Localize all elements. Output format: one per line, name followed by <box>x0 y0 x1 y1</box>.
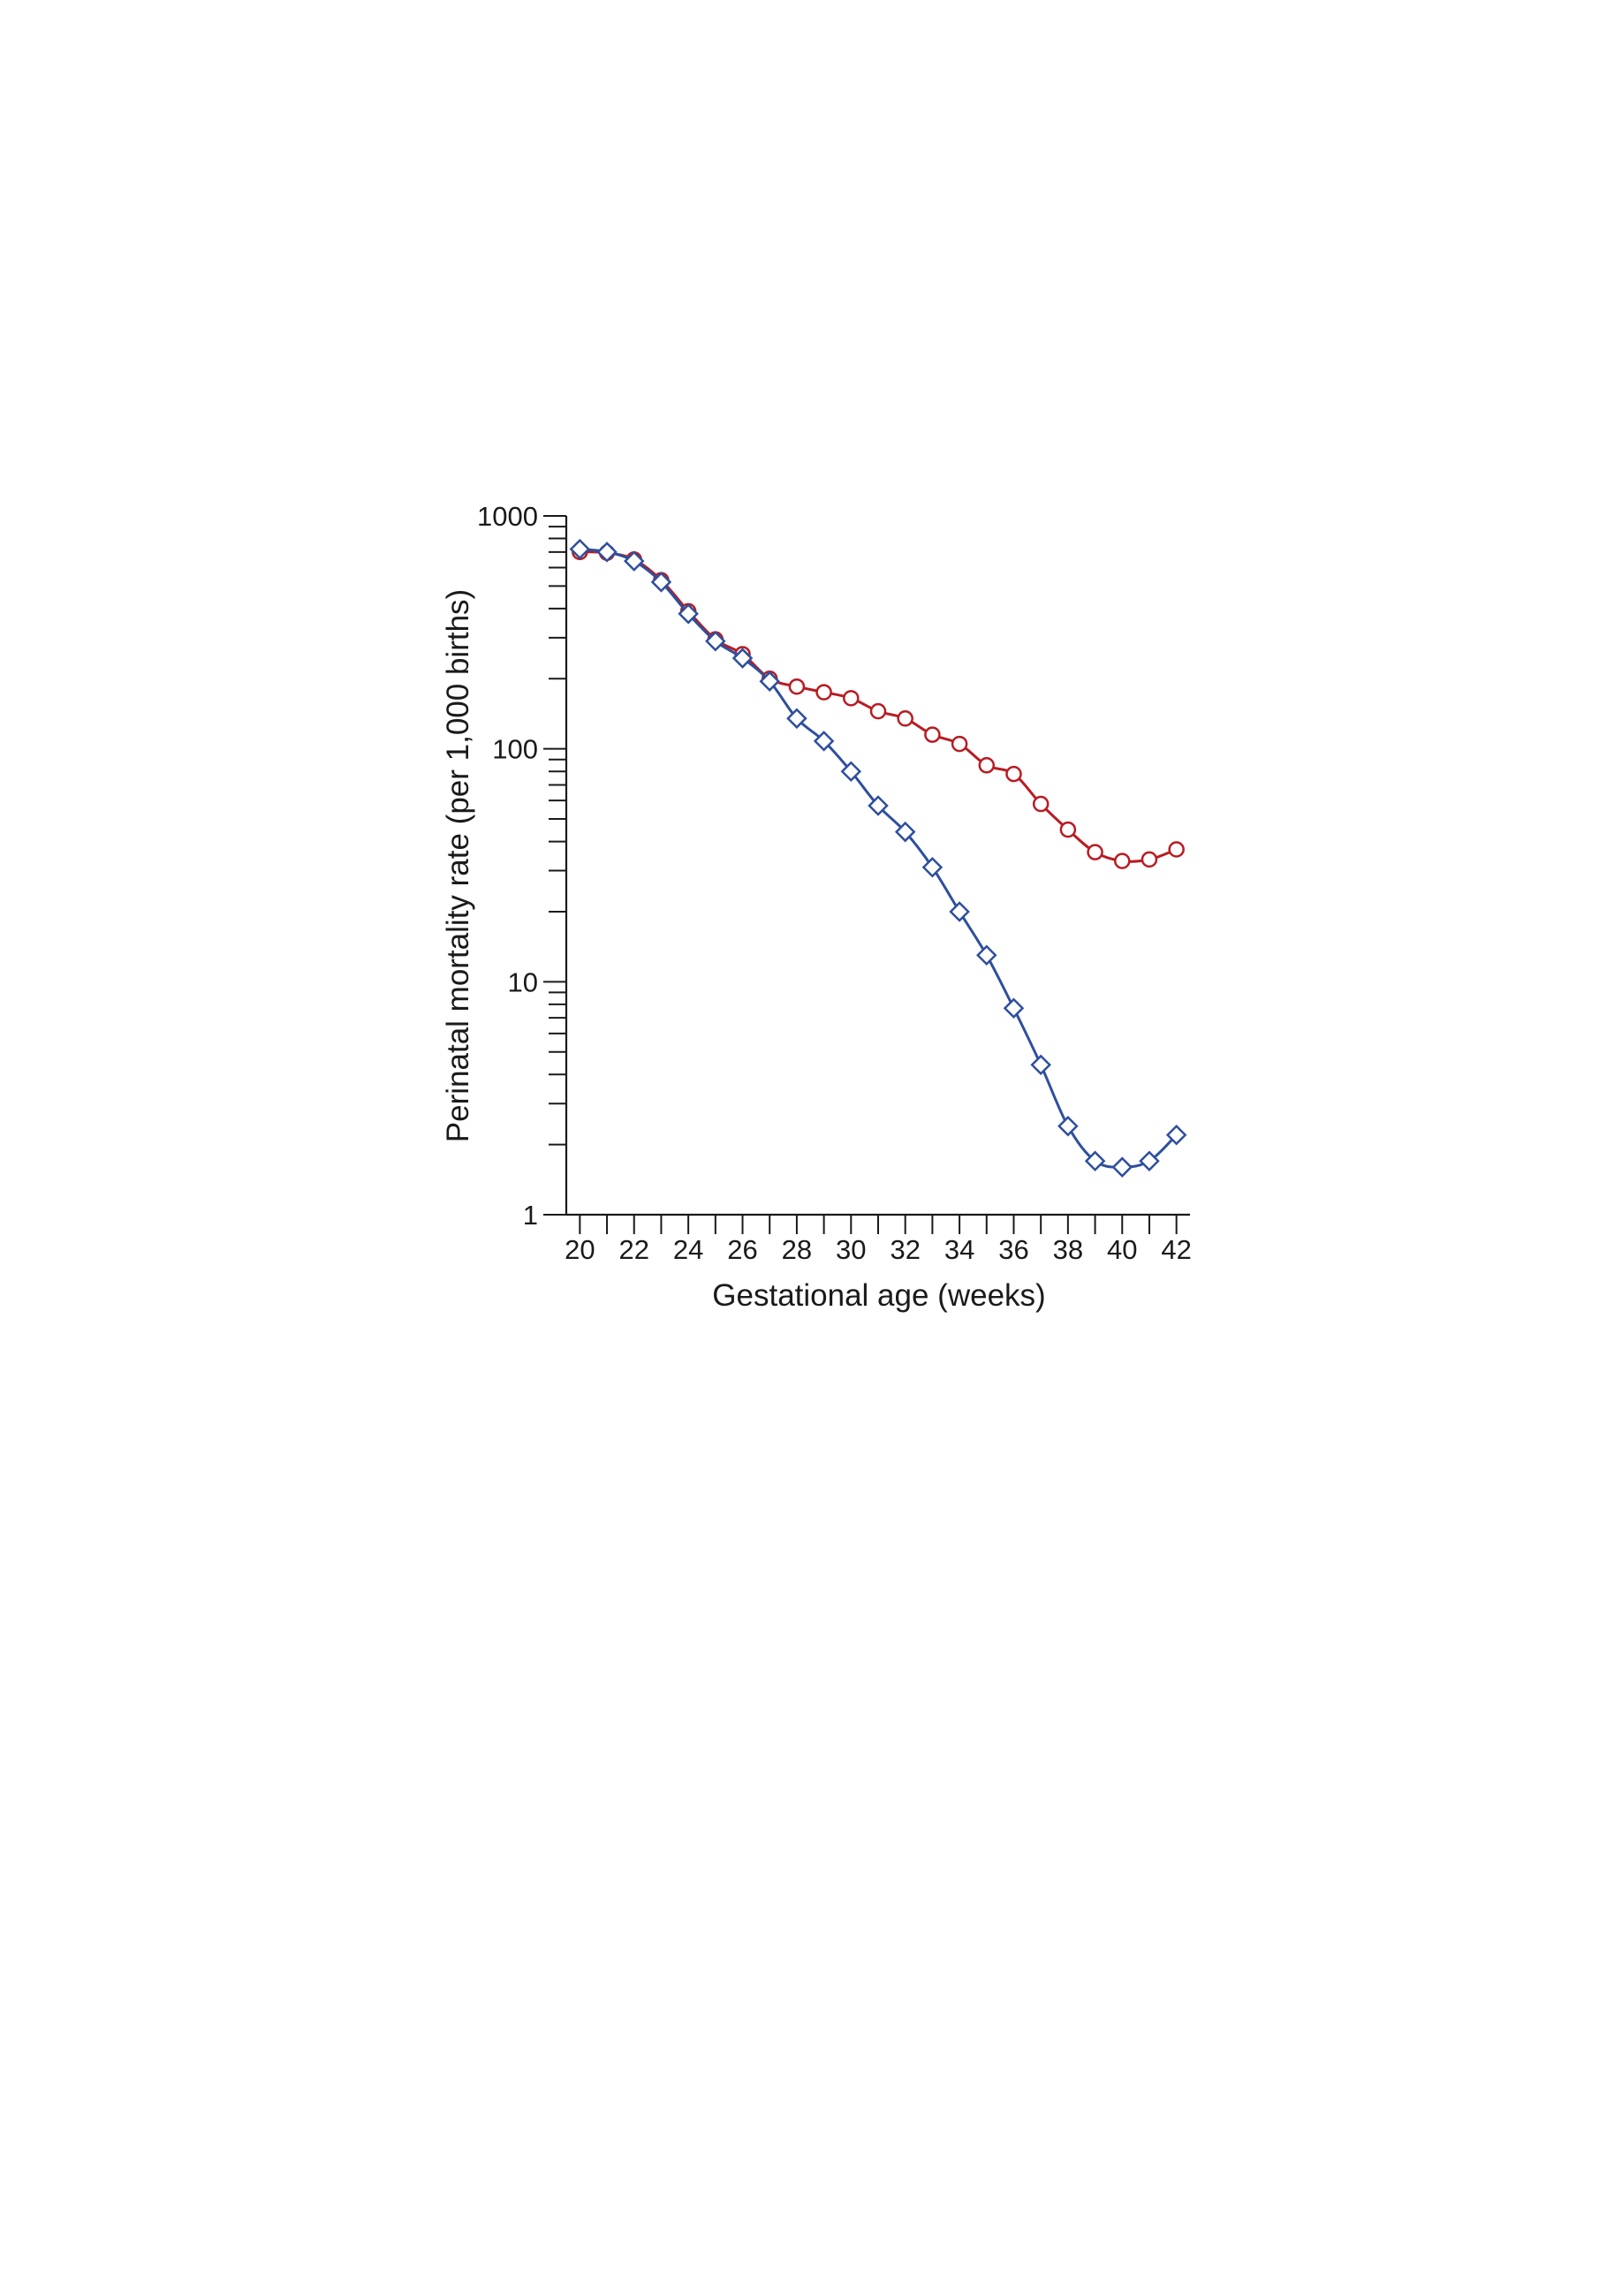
circle-marker <box>1032 795 1050 813</box>
circle-marker <box>951 735 968 753</box>
diamond-marker <box>840 761 862 782</box>
diamond-marker <box>569 538 591 560</box>
x-axis-ticks: 20 22 24 26 28 30 32 34 36 38 40 42 <box>565 1215 1192 1265</box>
circle-marker <box>924 726 941 743</box>
circle-marker <box>897 710 913 727</box>
circle-marker <box>788 678 806 695</box>
diamond-marker <box>1030 1054 1051 1076</box>
x-tick-label: 40 <box>1107 1234 1137 1265</box>
diamond-marker <box>1139 1150 1160 1172</box>
diamond-marker <box>623 550 645 572</box>
diamond-marker <box>1084 1150 1106 1172</box>
diamond-marker <box>650 572 672 593</box>
x-tick-label: 38 <box>1053 1234 1083 1265</box>
x-tick-label: 42 <box>1161 1234 1191 1265</box>
y-axis-ticks: 1 10 100 1000 <box>477 501 566 1231</box>
diamond-marker <box>976 944 997 966</box>
diamond-marker <box>894 821 916 843</box>
x-tick-label: 36 <box>998 1234 1028 1265</box>
x-tick-label: 32 <box>890 1234 920 1265</box>
diamond-marker <box>1111 1156 1133 1178</box>
series-group <box>569 538 1187 1178</box>
diamond-marker <box>705 630 726 652</box>
x-tick-label: 30 <box>836 1234 866 1265</box>
diamond-marker <box>813 731 835 752</box>
diamond-marker <box>1165 1124 1187 1146</box>
x-tick-label: 22 <box>618 1234 648 1265</box>
diamond-marker <box>1057 1115 1079 1137</box>
y-axis-title: Perinatal mortality rate (per 1,000 birt… <box>441 589 475 1142</box>
circle-marker <box>1141 851 1158 868</box>
diamond-marker <box>596 542 618 563</box>
circle-marker <box>843 690 860 707</box>
circle-marker <box>815 684 832 701</box>
diamond-marker <box>868 795 889 816</box>
x-tick-label: 24 <box>673 1234 703 1265</box>
x-tick-label: 26 <box>727 1234 757 1265</box>
circle-marker <box>978 757 996 774</box>
diamond-marker <box>949 901 970 922</box>
x-tick-label: 28 <box>782 1234 812 1265</box>
circle-marker <box>1168 841 1185 858</box>
y-tick-label: 1 <box>523 1200 538 1231</box>
diamond-marker <box>921 857 944 878</box>
y-tick-label: 10 <box>508 966 538 997</box>
circle-marker <box>1114 852 1131 869</box>
circle-marker <box>1087 844 1103 860</box>
diamond-series-line <box>580 548 1178 1169</box>
circle-marker <box>1059 821 1077 838</box>
diamond-marker <box>786 708 807 730</box>
x-tick-label: 20 <box>565 1234 595 1265</box>
y-tick-label: 1000 <box>477 501 538 532</box>
x-tick-label: 34 <box>944 1234 974 1265</box>
diamond-marker <box>678 603 699 625</box>
diamond-marker <box>1003 997 1025 1019</box>
y-tick-label: 100 <box>492 734 538 765</box>
diamond-marker <box>731 648 754 669</box>
diamond-marker <box>759 671 780 692</box>
x-axis-title: Gestational age (weeks) <box>712 1278 1045 1313</box>
circle-marker <box>1005 765 1022 783</box>
circle-marker <box>869 702 887 720</box>
